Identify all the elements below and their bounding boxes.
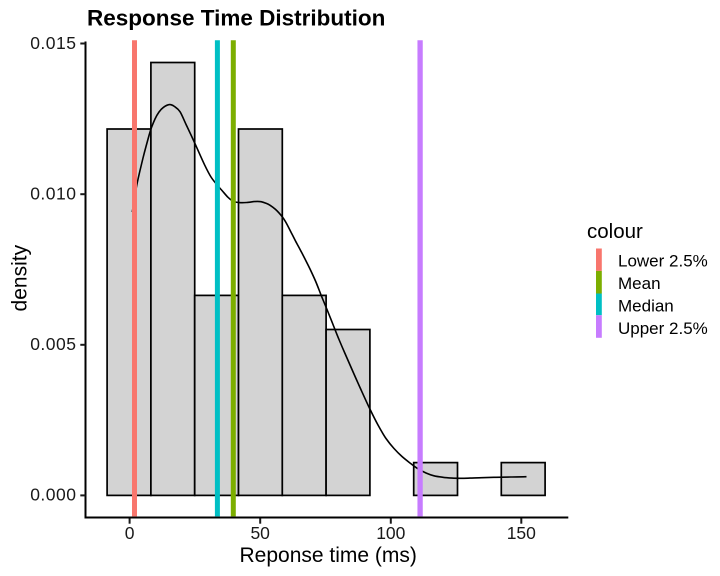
svg-text:0: 0 [125, 523, 135, 543]
svg-text:colour: colour [587, 220, 643, 243]
svg-text:150: 150 [507, 523, 536, 543]
svg-text:0.010: 0.010 [30, 184, 76, 204]
svg-text:Response Time Distribution: Response Time Distribution [87, 6, 385, 31]
svg-text:50: 50 [250, 523, 270, 543]
svg-text:Upper 2.5%: Upper 2.5% [618, 319, 708, 338]
svg-text:Median: Median [618, 297, 674, 316]
svg-text:Lower 2.5%: Lower 2.5% [618, 252, 708, 271]
svg-text:Reponse time (ms): Reponse time (ms) [240, 544, 417, 567]
svg-text:density: density [9, 244, 32, 311]
svg-text:Mean: Mean [618, 274, 661, 293]
svg-text:100: 100 [376, 523, 405, 543]
svg-text:0.015: 0.015 [30, 33, 76, 53]
svg-text:0.005: 0.005 [30, 334, 76, 354]
svg-text:0.000: 0.000 [30, 485, 76, 505]
